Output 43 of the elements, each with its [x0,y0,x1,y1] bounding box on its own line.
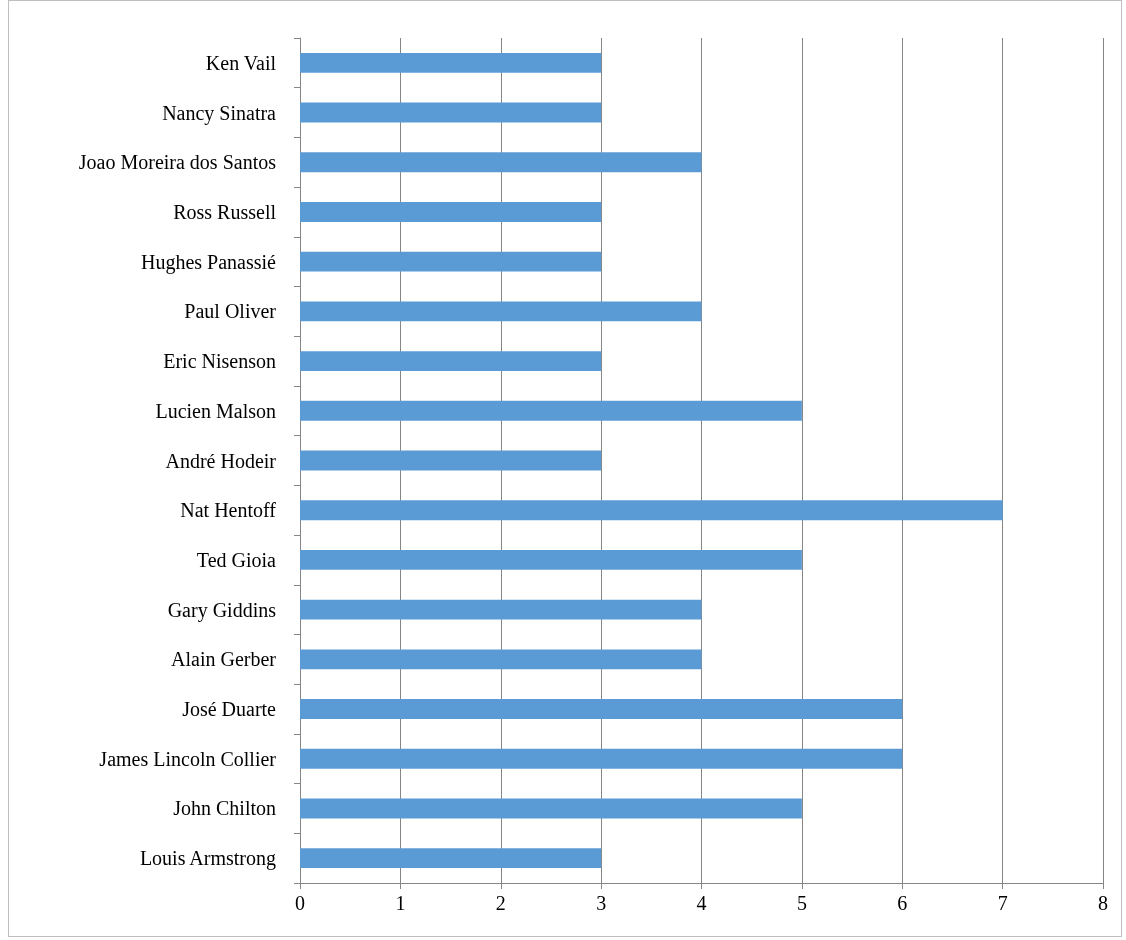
y-tick-label: Nancy Sinatra [162,101,277,125]
y-tick-label: Joao Moreira dos Santos [78,151,277,174]
x-tick-label: 2 [495,892,506,914]
x-tick-label: 1 [395,892,406,914]
y-tick-label: Ross Russell [173,200,277,223]
y-tick-label: Louis Armstrong [139,847,276,871]
bar [300,251,602,272]
bar [300,748,903,769]
bar [300,102,602,123]
bar [300,549,802,570]
bar [300,848,602,869]
x-tick-label: 4 [696,892,707,914]
y-tick-label: André Hodeir [165,449,277,472]
bar [300,301,702,322]
bar [300,351,602,372]
bar [300,152,702,173]
bar [300,699,903,719]
y-tick-label: Ted Gioia [196,548,277,571]
bar [300,798,802,819]
bar [300,450,602,471]
y-tick-label: James Lincoln Collier [99,747,277,770]
y-tick-label: Hughes Panassié [141,250,277,274]
y-tick-label: Eric Nisenson [163,350,276,373]
x-tick-label: 3 [596,892,607,914]
bar [300,599,702,620]
y-tick-label: Alain Gerber [171,648,277,671]
x-tick-label: 8 [1098,892,1108,914]
x-tick-label: 6 [897,892,908,914]
bar [300,52,602,73]
bar [300,202,602,222]
x-tick-label: 0 [295,892,305,914]
bar [300,500,1003,521]
y-tick-label: José Duarte [182,698,277,721]
x-tick-label: 7 [997,892,1008,914]
y-tick-label: John Chilton [173,797,276,820]
x-tick-label: 5 [796,892,807,914]
y-tick-label: Nat Hentoff [180,499,277,522]
y-tick-label: Ken Vail [205,51,277,74]
bar [300,649,702,670]
bar [300,400,802,421]
y-tick-label: Gary Giddins [167,598,277,622]
y-tick-label: Paul Oliver [184,300,277,323]
y-tick-label: Lucien Malson [155,399,276,422]
